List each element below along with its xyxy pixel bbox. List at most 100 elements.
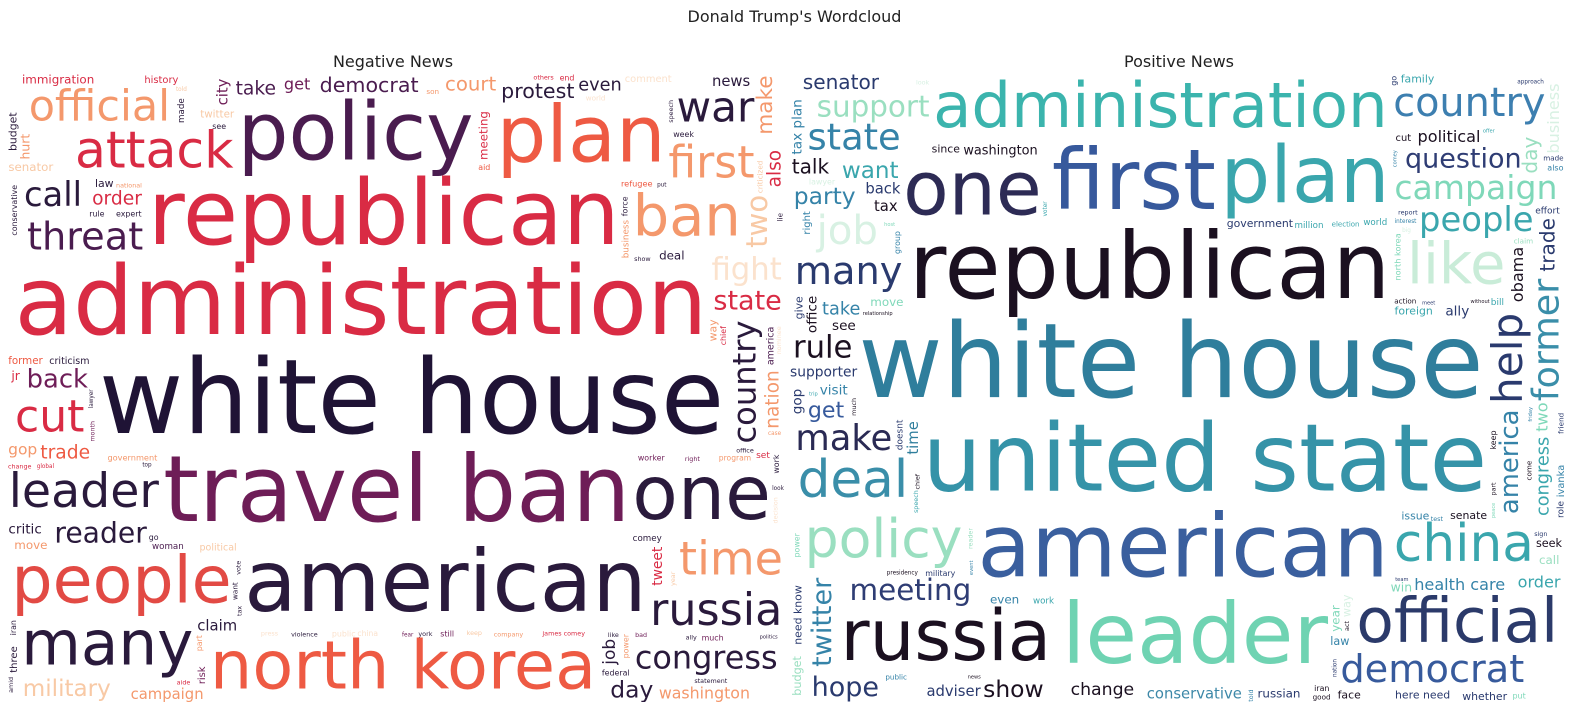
- pos-word-128: friday: [1528, 407, 1534, 422]
- pos-word-159: meet: [1422, 300, 1435, 306]
- neg-word-148: office: [736, 446, 754, 454]
- neg-word-104: much: [702, 634, 724, 643]
- pos-word-35: twitter: [807, 577, 838, 667]
- neg-word-50: refugee: [621, 178, 653, 188]
- pos-word-71: ivanka: [1556, 465, 1566, 498]
- neg-word-124: speech: [667, 100, 675, 123]
- neg-word-15: official: [29, 81, 170, 131]
- neg-word-0: white house: [99, 338, 724, 458]
- neg-word-70: china: [357, 629, 378, 638]
- neg-word-31: order: [92, 189, 142, 210]
- neg-word-73: worker: [638, 453, 666, 462]
- pos-word-37: hope: [812, 672, 879, 702]
- pos-word-122: also: [1547, 163, 1563, 172]
- pos-word-32: take: [822, 300, 860, 320]
- neg-word-83: decision: [772, 497, 780, 523]
- neg-word-23: call: [24, 175, 82, 214]
- neg-word-105: see: [212, 122, 226, 131]
- pos-word-143: part: [1490, 482, 1498, 496]
- pos-word-75: work: [1033, 597, 1054, 607]
- pos-word-184: trip: [809, 392, 818, 398]
- neg-word-56: program: [719, 454, 751, 463]
- neg-word-113: james comey: [541, 630, 585, 638]
- pos-word-119: bill: [1491, 298, 1504, 308]
- neg-word-100: tax: [235, 606, 243, 616]
- neg-word-62: news: [712, 74, 750, 90]
- neg-word-79: force: [620, 196, 629, 216]
- neg-word-133: keep: [467, 629, 482, 637]
- neg-word-140: ally: [686, 634, 697, 642]
- neg-word-11: many: [21, 608, 193, 679]
- neg-word-116: show: [634, 255, 651, 263]
- neg-word-46: business: [621, 220, 631, 259]
- pos-word-55: time: [905, 421, 922, 454]
- pos-word-117: told: [1247, 689, 1255, 701]
- neg-word-26: protest: [501, 79, 574, 103]
- pos-word-27: job: [816, 207, 878, 254]
- pos-word-85: give: [793, 296, 806, 319]
- neg-word-1: administration: [15, 246, 708, 357]
- neg-word-49: government: [107, 452, 158, 462]
- neg-word-162: go: [149, 533, 159, 542]
- pos-word-156: offer: [1483, 129, 1496, 135]
- pos-word-91: win: [1391, 580, 1412, 595]
- pos-word-41: obama: [1508, 247, 1527, 302]
- neg-word-114: year: [669, 571, 677, 586]
- neg-word-52: twitter: [200, 109, 235, 121]
- pos-word-49: business: [1544, 83, 1563, 153]
- neg-word-14: russia: [650, 585, 782, 636]
- pos-word-12: policy: [805, 507, 963, 570]
- neg-word-38: campaign: [131, 686, 204, 702]
- neg-word-81: vote: [235, 561, 243, 575]
- neg-word-36: washington: [659, 683, 750, 702]
- pos-word-59: year: [1329, 605, 1343, 632]
- pos-word-103: good: [1313, 692, 1331, 701]
- pos-word-44: political: [1418, 127, 1481, 146]
- pos-word-94: interest: [1395, 219, 1418, 225]
- pos-word-0: white house: [858, 302, 1483, 422]
- neg-word-175: lie: [776, 212, 785, 221]
- pos-word-39: conservative: [1147, 685, 1242, 702]
- pos-word-13: campaign: [1394, 168, 1557, 207]
- pos-word-11: like: [1407, 231, 1505, 298]
- neg-word-94: company: [494, 631, 524, 639]
- neg-word-71: history: [144, 75, 178, 86]
- pos-word-53: tax: [874, 198, 898, 215]
- neg-word-27: democrat: [320, 74, 419, 97]
- neg-word-45: tweet: [650, 546, 666, 586]
- neg-word-188: fear: [402, 632, 414, 638]
- pos-word-46: washington: [963, 144, 1037, 159]
- neg-word-41: senator: [8, 160, 53, 174]
- neg-word-102: part: [195, 635, 204, 651]
- pos-word-34: get: [808, 398, 845, 424]
- neg-word-5: policy: [238, 85, 474, 178]
- pos-word-76: issue: [1401, 509, 1429, 522]
- neg-word-40: also: [765, 150, 785, 187]
- positive-wordcloud: white house united state republican america…: [790, 74, 1566, 702]
- neg-word-9: people: [11, 543, 231, 618]
- pos-word-195: sign: [1534, 530, 1547, 538]
- pos-word-23: question: [1405, 144, 1522, 175]
- pos-word-96: budget: [791, 655, 804, 695]
- pos-word-28: rule: [793, 330, 852, 365]
- neg-word-58: deal: [659, 248, 684, 262]
- neg-word-64: get: [284, 75, 310, 94]
- pos-word-126: reader: [967, 528, 975, 549]
- pos-word-88: report: [1398, 209, 1418, 217]
- neg-word-21: cut: [15, 392, 84, 443]
- pos-word-10: official: [1356, 586, 1558, 657]
- pos-word-87: iran: [1314, 684, 1329, 693]
- neg-word-176: look: [772, 486, 784, 492]
- pos-word-185: way: [1340, 594, 1353, 617]
- neg-word-43: nation: [762, 370, 783, 429]
- pos-word-22: make: [795, 418, 892, 459]
- neg-word-74: power: [622, 633, 631, 658]
- pos-word-48: north korea: [1392, 233, 1402, 280]
- neg-word-157: jr: [10, 368, 20, 383]
- neg-word-34: two: [740, 195, 774, 248]
- neg-word-131: criticized: [755, 161, 764, 193]
- pos-word-154: go: [1390, 76, 1399, 86]
- pos-word-8: one: [903, 146, 1042, 233]
- pos-word-70: office: [805, 296, 821, 333]
- pos-word-42: health care: [1414, 575, 1505, 594]
